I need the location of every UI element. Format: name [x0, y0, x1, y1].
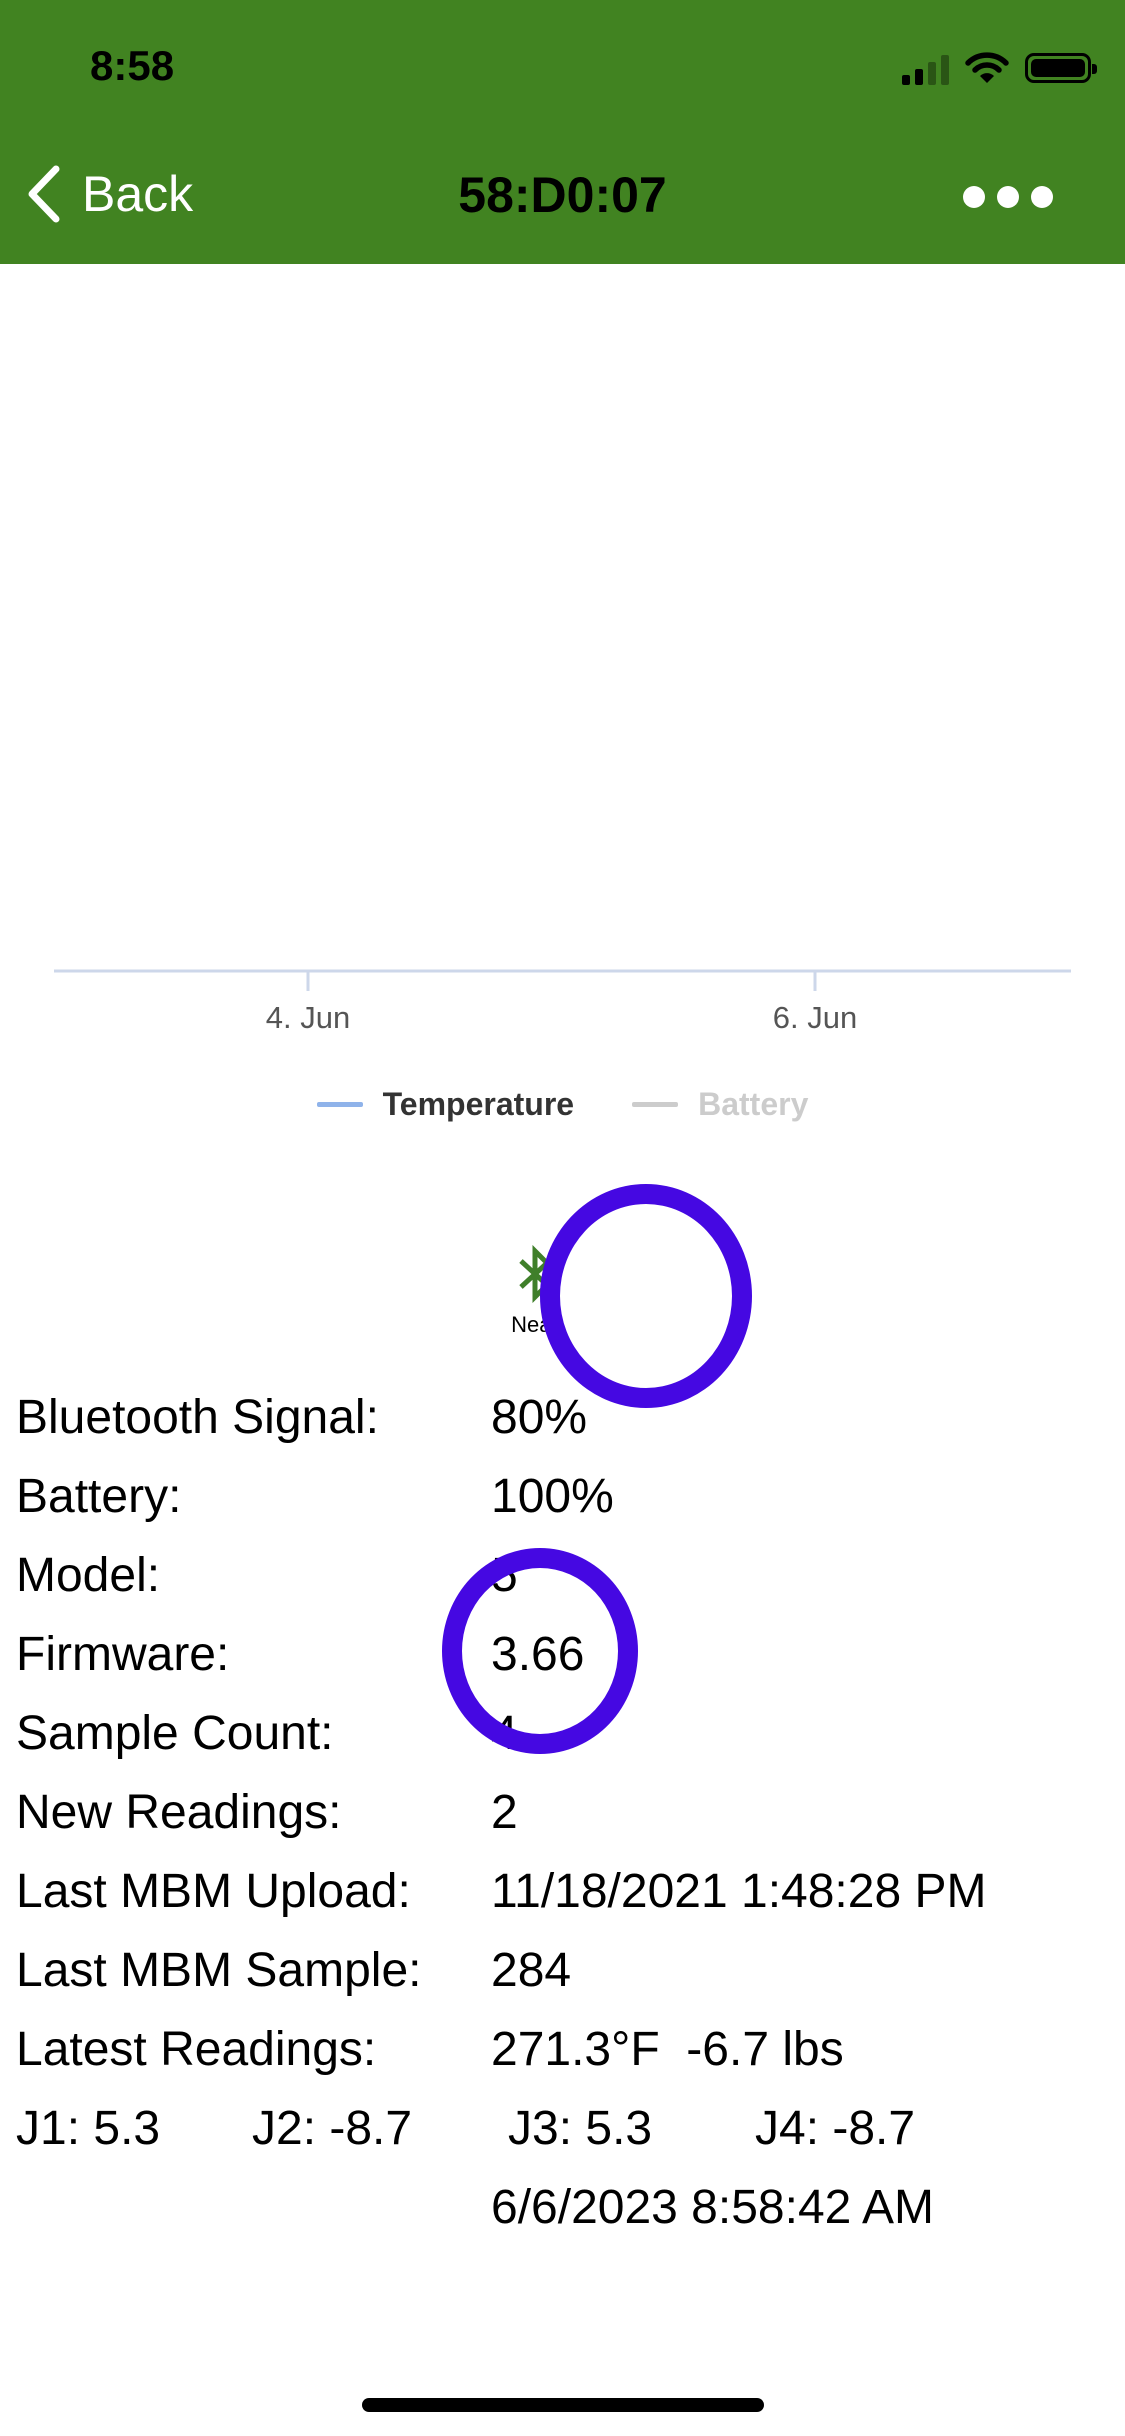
more-options-button[interactable]: [963, 186, 1053, 208]
info-row-battery: Battery: 100%: [16, 1457, 1116, 1536]
info-label: New Readings:: [16, 1786, 342, 1839]
chevron-left-icon: [28, 165, 60, 223]
more-dot: [1031, 186, 1053, 208]
info-label: Battery:: [16, 1470, 182, 1523]
back-button[interactable]: Back: [26, 165, 193, 223]
info-value: 271.3°F -6.7 lbs: [491, 2023, 844, 2076]
info-value: 11/18/2021 1:48:28 PM: [491, 1865, 987, 1918]
info-row-sample-count: Sample Count: 4: [16, 1694, 1116, 1773]
device-info: Bluetooth Signal: 80% Battery: 100% Mode…: [16, 1378, 1116, 2247]
status-time: 8:58: [90, 42, 175, 89]
joint-reading-j3: J3: 5.3: [508, 2102, 653, 2155]
info-row-last-mbm-upload: Last MBM Upload: 11/18/2021 1:48:28 PM: [16, 1852, 1116, 1931]
back-label: Back: [82, 166, 194, 222]
info-value: 80%: [491, 1391, 588, 1444]
info-label: Bluetooth Signal:: [16, 1391, 379, 1444]
chart: 4. Jun 6. Jun: [0, 264, 1125, 1124]
annotation-ring: [442, 1548, 638, 1754]
joint-reading-j4: J4: -8.7: [755, 2102, 916, 2155]
legend-swatch-battery: [632, 1102, 679, 1107]
info-label: Firmware:: [16, 1628, 230, 1681]
cellular-signal-icon: [902, 51, 949, 85]
joint-reading-j2: J2: -8.7: [252, 2102, 413, 2155]
home-indicator[interactable]: [362, 2398, 764, 2412]
info-label: Latest Readings:: [16, 2023, 377, 2076]
page-title: 58:D0:07: [458, 167, 667, 223]
legend-label-battery: Battery: [698, 1086, 809, 1122]
legend-label-temperature: Temperature: [382, 1086, 575, 1122]
info-value: 100%: [491, 1470, 614, 1523]
more-dot: [963, 186, 985, 208]
legend-item-temperature[interactable]: Temperature: [316, 1086, 575, 1123]
x-tick-label: 6. Jun: [773, 1000, 857, 1035]
legend-item-battery[interactable]: Battery: [632, 1086, 808, 1123]
info-row-latest-readings: Latest Readings: 271.3°F -6.7 lbs: [16, 2010, 1116, 2089]
info-label: Sample Count:: [16, 1707, 334, 1760]
info-row-new-readings: New Readings: 2: [16, 1773, 1116, 1852]
more-dot: [997, 186, 1019, 208]
reading-timestamp: 6/6/2023 8:58:42 AM: [491, 2181, 935, 2234]
info-label: Last MBM Upload:: [16, 1865, 411, 1918]
nav-header: 8:58 Back 58:D0:07: [0, 0, 1125, 264]
legend-swatch-temperature: [316, 1102, 363, 1107]
info-label: Model:: [16, 1549, 161, 1602]
joint-reading-j1: J1: 5.3: [16, 2102, 161, 2155]
chart-svg: 4. Jun 6. Jun: [54, 969, 1071, 1035]
wifi-icon: [965, 52, 1009, 83]
x-tick-label: 4. Jun: [266, 1000, 350, 1035]
annotation-ring: [540, 1184, 752, 1408]
chart-legend: Temperature Battery: [0, 1086, 1125, 1123]
info-value: 2: [491, 1786, 518, 1839]
info-row-timestamp: 6/6/2023 8:58:42 AM: [16, 2168, 1116, 2247]
info-value: 284: [491, 1944, 572, 1997]
status-icons: [902, 48, 1097, 88]
info-row-last-mbm-sample: Last MBM Sample: 284: [16, 1931, 1116, 2010]
joint-readings: J1: 5.3 J2: -8.7 J3: 5.3 J4: -8.7: [16, 2089, 1116, 2168]
info-label: Last MBM Sample:: [16, 1944, 422, 1997]
info-row-bluetooth-signal: Bluetooth Signal: 80%: [16, 1378, 1116, 1457]
battery-icon: [1025, 53, 1097, 83]
